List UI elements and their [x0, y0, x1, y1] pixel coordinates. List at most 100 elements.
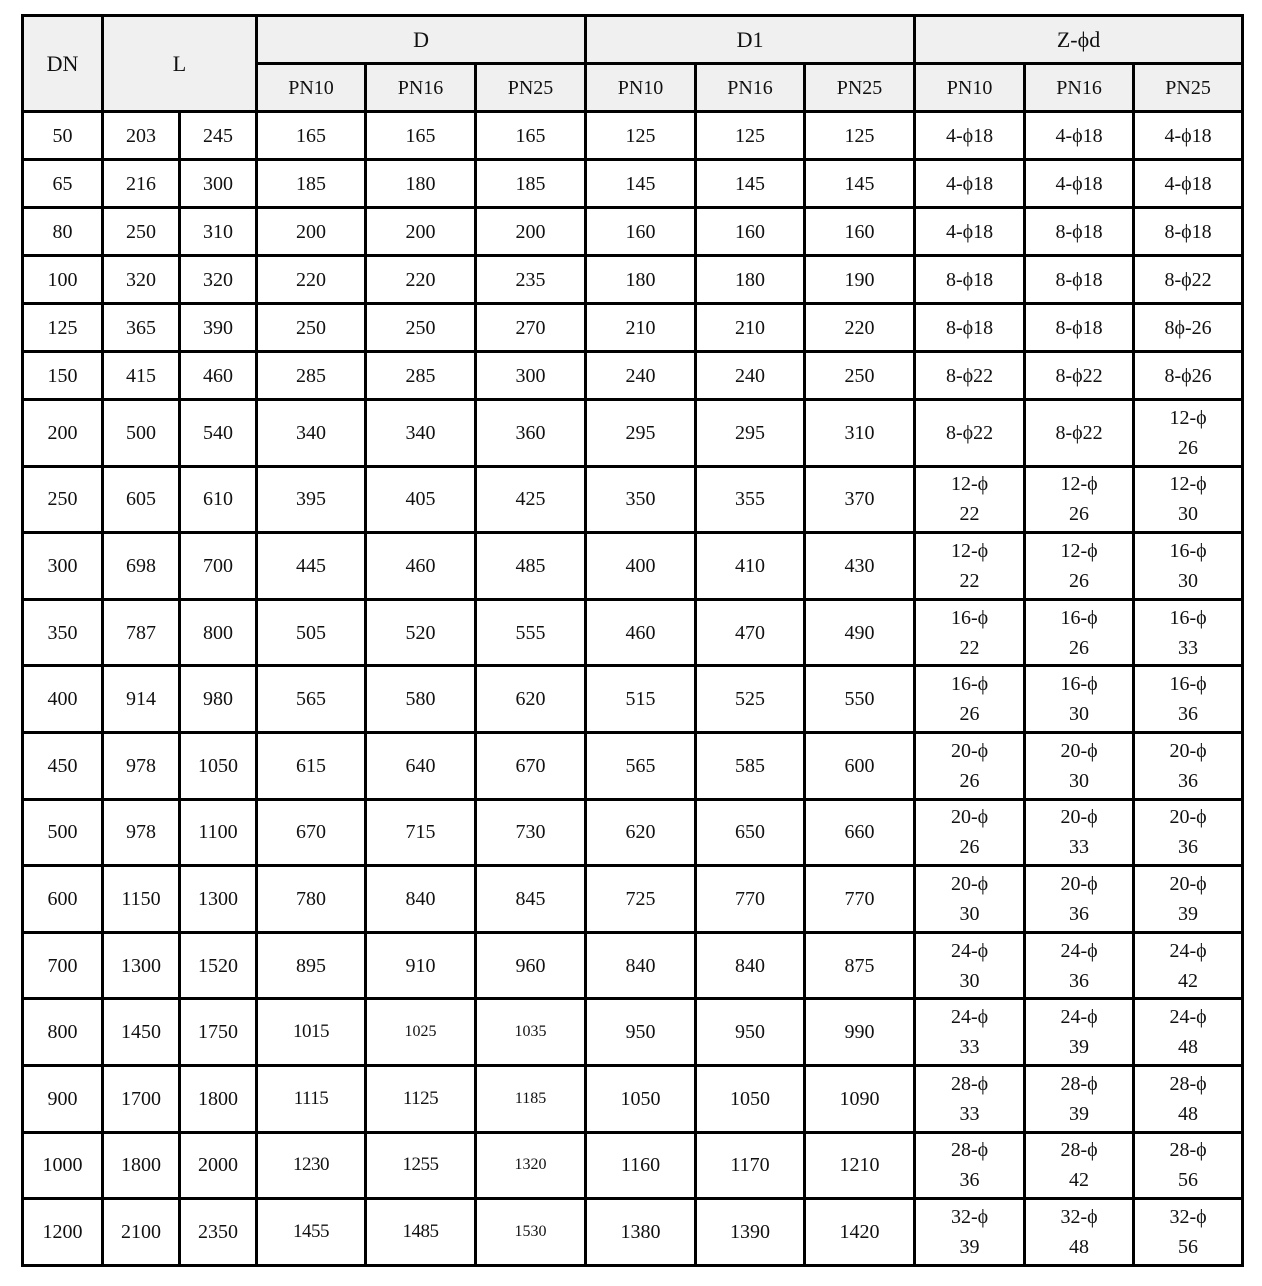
cell-l2: 2000: [177, 1130, 259, 1201]
cell-d1-pn10: 160: [584, 206, 698, 257]
cell-d-pn25: 620: [474, 664, 588, 734]
cell-d1-pn16: 125: [694, 110, 807, 161]
cell-d1-pn25: 1420: [803, 1197, 917, 1267]
cell-z-pn25: 28-ϕ 56: [1132, 1130, 1245, 1201]
cell-d-pn16: 180: [364, 158, 478, 209]
cell-d-pn10: 165: [255, 110, 368, 161]
cell-z-pn25: 8-ϕ22: [1132, 254, 1245, 305]
cell-d1-pn16: 145: [694, 158, 807, 209]
cell-z-pn10: 20-ϕ 26: [913, 730, 1027, 801]
cell-d1-pn16: 180: [694, 254, 807, 305]
cell-z-pn25: 24-ϕ 42: [1132, 930, 1245, 1001]
header-pressure-pn16: PN16: [364, 62, 478, 113]
cell-d-pn10: 200: [255, 206, 368, 257]
cell-d1-pn25: 875: [803, 930, 917, 1001]
cell-d-pn16: 285: [364, 350, 478, 401]
cell-d1-pn10: 145: [584, 158, 698, 209]
cell-d1-pn10: 565: [584, 730, 698, 801]
table-row: 200 500 540 340 340 360 295 295 310 8-ϕ22 8-ϕ22 12-…: [21, 398, 1245, 468]
cell-d-pn16: 580: [364, 664, 478, 734]
cell-d1-pn10: 295: [584, 398, 698, 468]
cell-l1: 500: [101, 398, 181, 468]
cell-d1-pn25: 1090: [803, 1063, 917, 1134]
cell-d1-pn16: 1390: [694, 1197, 807, 1267]
cell-l2: 980: [177, 664, 259, 734]
cell-d-pn16: 405: [364, 464, 478, 535]
cell-d1-pn10: 180: [584, 254, 698, 305]
cell-d1-pn25: 490: [803, 597, 917, 668]
cell-l1: 787: [101, 597, 181, 668]
cell-l2: 1520: [177, 930, 259, 1001]
cell-d-pn16: 910: [364, 930, 478, 1001]
cell-dn: 50: [21, 110, 104, 161]
cell-dn: 1200: [21, 1197, 104, 1267]
cell-z-pn16: 28-ϕ 42: [1023, 1130, 1136, 1201]
cell-d-pn25: 730: [474, 797, 588, 868]
cell-d1-pn16: 410: [694, 531, 807, 601]
cell-dn: 100: [21, 254, 104, 305]
cell-z-pn10: 24-ϕ 30: [913, 930, 1027, 1001]
cell-d-pn10: 445: [255, 531, 368, 601]
cell-d-pn16: 250: [364, 302, 478, 353]
cell-d1-pn10: 725: [584, 864, 698, 934]
cell-dn: 700: [21, 930, 104, 1001]
cell-d-pn16: 520: [364, 597, 478, 668]
cell-z-pn16: 28-ϕ 39: [1023, 1063, 1136, 1134]
cell-z-pn10: 20-ϕ 26: [913, 797, 1027, 868]
cell-d-pn25: 165: [474, 110, 588, 161]
cell-d1-pn10: 950: [584, 997, 698, 1067]
cell-dn: 150: [21, 350, 104, 401]
cell-l2: 1300: [177, 864, 259, 934]
cell-z-pn10: 32-ϕ 39: [913, 1197, 1027, 1267]
cell-z-pn10: 8-ϕ18: [913, 254, 1027, 305]
cell-d1-pn25: 550: [803, 664, 917, 734]
cell-d1-pn10: 210: [584, 302, 698, 353]
cell-z-pn16: 12-ϕ 26: [1023, 464, 1136, 535]
cell-d1-pn10: 515: [584, 664, 698, 734]
table-row: 150 415 460 285 285 300 240 240 250 8-ϕ22 8-ϕ22 8-ϕ…: [21, 350, 1245, 401]
cell-dn: 200: [21, 398, 104, 468]
table-row: 600 1150 1300 780 840 845 725 770 770 20-ϕ 30 20-ϕ…: [21, 864, 1245, 934]
header-pressure-pn25: PN25: [474, 62, 588, 113]
cell-d-pn10: 395: [255, 464, 368, 535]
cell-d1-pn10: 620: [584, 797, 698, 868]
cell-z-pn16: 4-ϕ18: [1023, 110, 1136, 161]
cell-dn: 65: [21, 158, 104, 209]
cell-l2: 310: [177, 206, 259, 257]
cell-dn: 500: [21, 797, 104, 868]
cell-d1-pn10: 125: [584, 110, 698, 161]
cell-z-pn10: 28-ϕ 33: [913, 1063, 1027, 1134]
cell-l2: 1100: [177, 797, 259, 868]
cell-d1-pn16: 240: [694, 350, 807, 401]
cell-z-pn25: 16-ϕ 33: [1132, 597, 1245, 668]
cell-d-pn16: 165: [364, 110, 478, 161]
cell-z-pn16: 20-ϕ 36: [1023, 864, 1136, 934]
cell-z-pn25: 8-ϕ18: [1132, 206, 1245, 257]
cell-d-pn16: 220: [364, 254, 478, 305]
cell-d-pn16: 200: [364, 206, 478, 257]
cell-l2: 320: [177, 254, 259, 305]
cell-d-pn25: 1530: [474, 1197, 588, 1267]
cell-z-pn10: 4-ϕ18: [913, 110, 1027, 161]
table-row: 350 787 800 505 520 555 460 470 490 16-ϕ 22 16-ϕ 2…: [21, 597, 1245, 668]
cell-d-pn10: 1455: [255, 1197, 368, 1267]
cell-l1: 216: [101, 158, 181, 209]
cell-l1: 1450: [101, 997, 181, 1067]
cell-d1-pn16: 525: [694, 664, 807, 734]
cell-d1-pn16: 355: [694, 464, 807, 535]
cell-l1: 2100: [101, 1197, 181, 1267]
cell-dn: 300: [21, 531, 104, 601]
cell-d-pn25: 235: [474, 254, 588, 305]
cell-d1-pn10: 1050: [584, 1063, 698, 1134]
cell-d-pn16: 1255: [364, 1130, 478, 1201]
cell-d1-pn25: 220: [803, 302, 917, 353]
cell-z-pn16: 8-ϕ18: [1023, 206, 1136, 257]
header-d1: D1: [584, 14, 917, 65]
cell-l2: 245: [177, 110, 259, 161]
cell-d-pn10: 250: [255, 302, 368, 353]
cell-d1-pn25: 310: [803, 398, 917, 468]
table-row: 65 216 300 185 180 185 145 145 145 4-ϕ18 4-ϕ18 4-ϕ1…: [21, 158, 1245, 209]
cell-dn: 900: [21, 1063, 104, 1134]
cell-dn: 1000: [21, 1130, 104, 1201]
cell-d-pn25: 1185: [474, 1063, 588, 1134]
